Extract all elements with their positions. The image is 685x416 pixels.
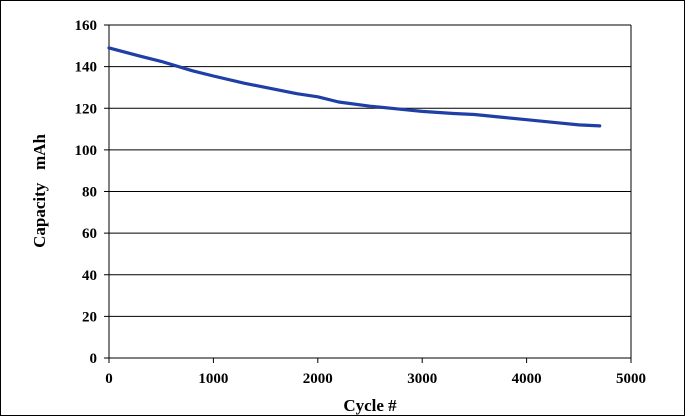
y-tick-label: 120 [75,101,98,117]
y-tick-label: 60 [82,226,97,242]
x-tick-label: 3000 [407,371,437,387]
y-tick-label: 80 [82,185,97,201]
y-tick-label: 20 [82,309,97,325]
y-axis-title: Capacity mAh [30,134,49,248]
y-tick-label: 100 [75,143,98,159]
gridlines [109,24,631,317]
series-group [107,46,602,128]
x-tick-labels: 0 1000 2000 3000 4000 5000 [105,371,646,387]
y-tick-label: 140 [75,60,98,76]
x-tick-label: 1000 [198,371,228,387]
x-axis-title: Cycle # [343,396,397,415]
axes [104,24,632,363]
x-tick-label: 2000 [303,371,333,387]
y-tick-label: 0 [90,351,98,367]
y-tick-labels: 0 20 40 60 80 100 120 140 160 [75,18,98,367]
y-tick-label: 160 [75,18,98,34]
x-tick-label: 5000 [616,371,646,387]
series-line-capacity [107,46,602,128]
y-tick-label: 40 [82,268,97,284]
x-tick-label: 4000 [512,371,542,387]
x-tick-label: 0 [105,371,113,387]
